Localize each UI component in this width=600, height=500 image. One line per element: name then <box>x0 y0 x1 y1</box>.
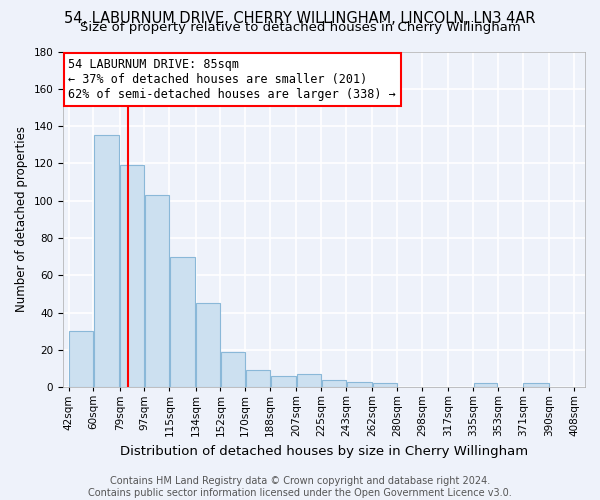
X-axis label: Distribution of detached houses by size in Cherry Willingham: Distribution of detached houses by size … <box>120 444 528 458</box>
Bar <box>271 376 296 387</box>
Text: 54 LABURNUM DRIVE: 85sqm
← 37% of detached houses are smaller (201)
62% of semi-: 54 LABURNUM DRIVE: 85sqm ← 37% of detach… <box>68 58 396 101</box>
Bar <box>94 136 119 387</box>
Bar <box>523 384 548 387</box>
Bar <box>69 331 93 387</box>
Bar <box>373 384 397 387</box>
Bar <box>347 382 372 387</box>
Text: Contains HM Land Registry data © Crown copyright and database right 2024.
Contai: Contains HM Land Registry data © Crown c… <box>88 476 512 498</box>
Text: Size of property relative to detached houses in Cherry Willingham: Size of property relative to detached ho… <box>80 22 520 35</box>
Y-axis label: Number of detached properties: Number of detached properties <box>15 126 28 312</box>
Bar <box>474 384 497 387</box>
Text: 54, LABURNUM DRIVE, CHERRY WILLINGHAM, LINCOLN, LN3 4AR: 54, LABURNUM DRIVE, CHERRY WILLINGHAM, L… <box>64 11 536 26</box>
Bar <box>221 352 245 387</box>
Bar <box>297 374 320 387</box>
Bar <box>120 165 144 387</box>
Bar <box>145 195 169 387</box>
Bar <box>170 256 195 387</box>
Bar <box>196 303 220 387</box>
Bar <box>322 380 346 387</box>
Bar <box>246 370 269 387</box>
